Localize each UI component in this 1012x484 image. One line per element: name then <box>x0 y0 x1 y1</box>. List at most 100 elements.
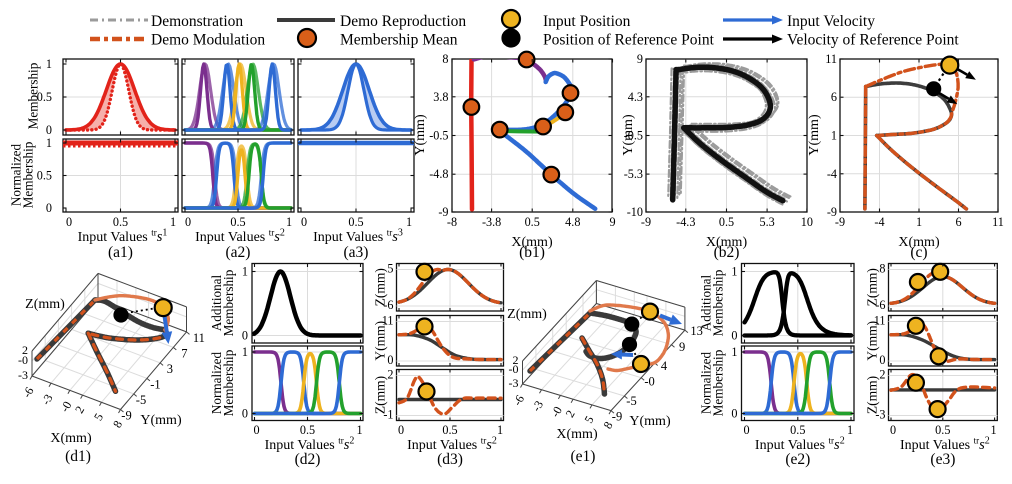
svg-text:(a3): (a3) <box>344 244 369 261</box>
svg-text:-3: -3 <box>875 408 885 422</box>
svg-text:-9: -9 <box>612 410 622 424</box>
svg-text:1: 1 <box>170 215 176 229</box>
svg-text:1: 1 <box>356 423 362 437</box>
svg-text:0: 0 <box>253 423 259 437</box>
svg-text:Membership: Membership <box>221 269 236 336</box>
svg-text:1: 1 <box>847 423 853 437</box>
svg-text:(b1): (b1) <box>519 244 545 261</box>
svg-text:4.8: 4.8 <box>565 215 580 229</box>
svg-text:0.5: 0.5 <box>935 423 950 437</box>
svg-text:1: 1 <box>242 345 248 359</box>
svg-text:Y(mm): Y(mm) <box>807 114 822 156</box>
svg-text:0: 0 <box>242 407 248 421</box>
svg-text:X(mm): X(mm) <box>898 235 940 250</box>
svg-text:Input Values trs2: Input Values trs2 <box>755 436 845 454</box>
svg-text:Z(mm): Z(mm) <box>25 297 65 312</box>
svg-text:5: 5 <box>387 262 393 276</box>
svg-text:Membership: Membership <box>711 269 726 336</box>
svg-text:0.5: 0.5 <box>37 169 52 183</box>
svg-text:(b2): (b2) <box>714 244 740 261</box>
svg-text:Demo Modulation: Demo Modulation <box>151 32 265 49</box>
svg-text:1: 1 <box>916 215 922 229</box>
svg-text:Input Values trs1: Input Values trs1 <box>78 228 168 246</box>
svg-text:-6: -6 <box>875 298 885 312</box>
svg-text:8: 8 <box>442 52 448 66</box>
svg-text:X(mm): X(mm) <box>50 431 92 446</box>
svg-text:4.3: 4.3 <box>628 90 643 104</box>
svg-text:X(mm): X(mm) <box>556 427 598 442</box>
svg-text:1: 1 <box>831 129 837 143</box>
svg-text:-0.5: -0.5 <box>429 129 448 143</box>
svg-text:Velocity of Reference Point: Velocity of Reference Point <box>787 32 959 49</box>
svg-text:11: 11 <box>382 314 394 328</box>
svg-text:-3.8: -3.8 <box>482 215 501 229</box>
svg-text:6: 6 <box>831 90 837 104</box>
svg-text:0: 0 <box>890 423 896 437</box>
svg-text:6: 6 <box>955 215 961 229</box>
svg-text:1: 1 <box>497 423 503 437</box>
svg-text:Membership: Membership <box>711 349 726 416</box>
svg-text:Z(mm): Z(mm) <box>373 268 388 306</box>
svg-text:-9: -9 <box>827 205 837 219</box>
svg-text:(e2): (e2) <box>785 451 810 468</box>
svg-text:11: 11 <box>825 52 837 66</box>
svg-text:Demo Reproduction: Demo Reproduction <box>340 13 466 30</box>
svg-text:4: 4 <box>661 359 668 373</box>
svg-text:Z(mm): Z(mm) <box>865 376 880 414</box>
svg-text:0: 0 <box>242 329 248 343</box>
svg-text:-4: -4 <box>827 167 837 181</box>
svg-text:Additional: Additional <box>209 274 224 331</box>
svg-text:2: 2 <box>879 368 885 382</box>
svg-text:Membership: Membership <box>26 62 41 129</box>
svg-text:X(mm): X(mm) <box>511 235 553 250</box>
svg-text:Input Values trs3: Input Values trs3 <box>313 228 403 246</box>
svg-text:0: 0 <box>743 423 749 437</box>
svg-text:0: 0 <box>731 407 737 421</box>
svg-text:0.5: 0.5 <box>113 215 128 229</box>
svg-text:0.5: 0.5 <box>37 90 52 104</box>
svg-text:-4: -4 <box>874 215 884 229</box>
svg-text:Demonstration: Demonstration <box>151 13 243 30</box>
svg-text:Input Velocity: Input Velocity <box>787 13 875 30</box>
svg-text:9: 9 <box>679 340 685 354</box>
svg-text:Position of Reference Point: Position of Reference Point <box>543 32 715 49</box>
svg-text:3: 3 <box>167 362 173 376</box>
svg-text:-0: -0 <box>18 353 28 367</box>
svg-text:0: 0 <box>731 329 737 343</box>
svg-text:Additional: Additional <box>699 274 714 331</box>
svg-text:1: 1 <box>46 57 52 71</box>
svg-text:8: 8 <box>879 262 885 276</box>
svg-text:5.3: 5.3 <box>759 215 774 229</box>
svg-text:9: 9 <box>637 52 643 66</box>
svg-text:(d3): (d3) <box>437 451 463 468</box>
svg-text:-5: -5 <box>136 393 146 407</box>
svg-text:Membership Mean: Membership Mean <box>340 32 458 49</box>
svg-text:(c): (c) <box>910 244 927 261</box>
svg-text:Normalized: Normalized <box>209 351 224 414</box>
svg-text:(d2): (d2) <box>295 451 321 468</box>
svg-text:0: 0 <box>185 215 191 229</box>
svg-text:-0: -0 <box>509 362 519 376</box>
svg-text:-9: -9 <box>835 215 845 229</box>
svg-text:3.8: 3.8 <box>433 90 448 104</box>
svg-text:-4.8: -4.8 <box>429 167 448 181</box>
svg-text:1: 1 <box>286 215 292 229</box>
svg-text:Z(mm): Z(mm) <box>373 376 388 414</box>
svg-text:13: 13 <box>690 324 703 338</box>
svg-text:-0.5: -0.5 <box>624 129 643 143</box>
svg-text:-4.3: -4.3 <box>676 215 695 229</box>
svg-text:-9: -9 <box>641 215 651 229</box>
svg-text:-1: -1 <box>383 408 393 422</box>
svg-text:0.5: 0.5 <box>230 215 245 229</box>
svg-text:9: 9 <box>609 215 615 229</box>
svg-text:0: 0 <box>879 353 885 367</box>
svg-text:-9: -9 <box>121 409 131 423</box>
svg-text:10: 10 <box>801 215 813 229</box>
svg-text:0.5: 0.5 <box>442 423 457 437</box>
svg-text:Y(mm): Y(mm) <box>373 321 388 361</box>
svg-text:-6: -6 <box>383 298 393 312</box>
svg-text:-3: -3 <box>509 376 519 390</box>
svg-text:2: 2 <box>387 368 393 382</box>
svg-text:Z(mm): Z(mm) <box>507 307 547 322</box>
svg-text:1: 1 <box>731 345 737 359</box>
